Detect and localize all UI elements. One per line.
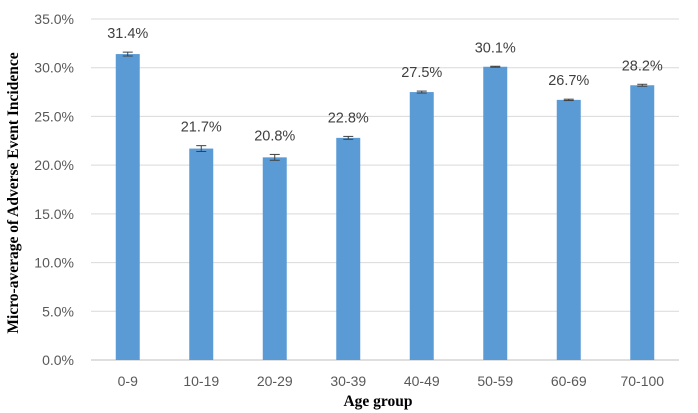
data-label-40-49: 27.5% bbox=[401, 65, 442, 81]
data-labels: 31.4% 21.7% 20.8% 22.8% 27.5% 30.1% 26.7% 28.2% bbox=[107, 26, 663, 144]
bar-50-59 bbox=[483, 66, 508, 361]
y-tick-label: 10.0% bbox=[34, 255, 74, 271]
bar-70-100 bbox=[630, 85, 655, 360]
y-tick-label: 20.0% bbox=[34, 157, 74, 173]
error-bar-40-49 bbox=[416, 90, 427, 94]
error-bar-10-19 bbox=[196, 145, 207, 153]
y-tick-label: 35.0% bbox=[34, 11, 74, 27]
x-tick-label-40-49: 40-49 bbox=[404, 373, 440, 389]
data-label-60-69: 26.7% bbox=[548, 73, 589, 89]
data-label-20-29: 20.8% bbox=[254, 128, 295, 144]
y-axis-title: Micro-average of Adverse Event Incidence bbox=[5, 52, 22, 333]
data-label-30-39: 22.8% bbox=[328, 110, 369, 126]
error-bar-60-69 bbox=[563, 98, 574, 102]
x-tick-label-50-59: 50-59 bbox=[477, 373, 513, 389]
x-tick-label-20-29: 20-29 bbox=[257, 373, 293, 389]
x-tick-label-30-39: 30-39 bbox=[330, 373, 366, 389]
gridlines bbox=[91, 18, 679, 361]
bar-0-9 bbox=[115, 54, 140, 361]
bar-10-19 bbox=[189, 148, 214, 360]
x-tick-label-60-69: 60-69 bbox=[551, 373, 587, 389]
error-bar-0-9 bbox=[122, 51, 133, 57]
x-tick-label-0-9: 0-9 bbox=[118, 373, 138, 389]
error-bar-20-29 bbox=[269, 153, 280, 161]
bar-40-49 bbox=[409, 92, 434, 361]
data-label-10-19: 21.7% bbox=[181, 120, 222, 136]
y-tick-label: 0.0% bbox=[42, 352, 74, 368]
error-bars bbox=[122, 51, 648, 161]
data-label-50-59: 30.1% bbox=[475, 40, 516, 56]
y-tick-label: 5.0% bbox=[42, 303, 74, 319]
bar-20-29 bbox=[262, 157, 287, 360]
bar-60-69 bbox=[556, 99, 581, 360]
error-bar-30-39 bbox=[343, 135, 354, 140]
y-axis-ticks: 0.0% 5.0% 10.0% 15.0% 20.0% 25.0% 30.0% 35.0% bbox=[34, 11, 74, 368]
x-tick-label-70-100: 70-100 bbox=[620, 373, 664, 389]
y-tick-label: 15.0% bbox=[34, 206, 74, 222]
bars bbox=[115, 54, 655, 361]
x-tick-label-10-19: 10-19 bbox=[183, 373, 219, 389]
error-bar-70-100 bbox=[637, 83, 648, 87]
data-label-0-9: 31.4% bbox=[107, 26, 148, 42]
data-label-70-100: 28.2% bbox=[622, 58, 663, 74]
error-bar-50-59 bbox=[490, 65, 501, 68]
y-tick-label: 30.0% bbox=[34, 60, 74, 76]
y-tick-label: 25.0% bbox=[34, 108, 74, 124]
x-axis-ticks: 0-9 10-19 20-29 30-39 40-49 50-59 60-69 70-100 bbox=[118, 373, 665, 389]
x-axis-title: Age group bbox=[343, 393, 412, 410]
bar-30-39 bbox=[336, 137, 361, 360]
